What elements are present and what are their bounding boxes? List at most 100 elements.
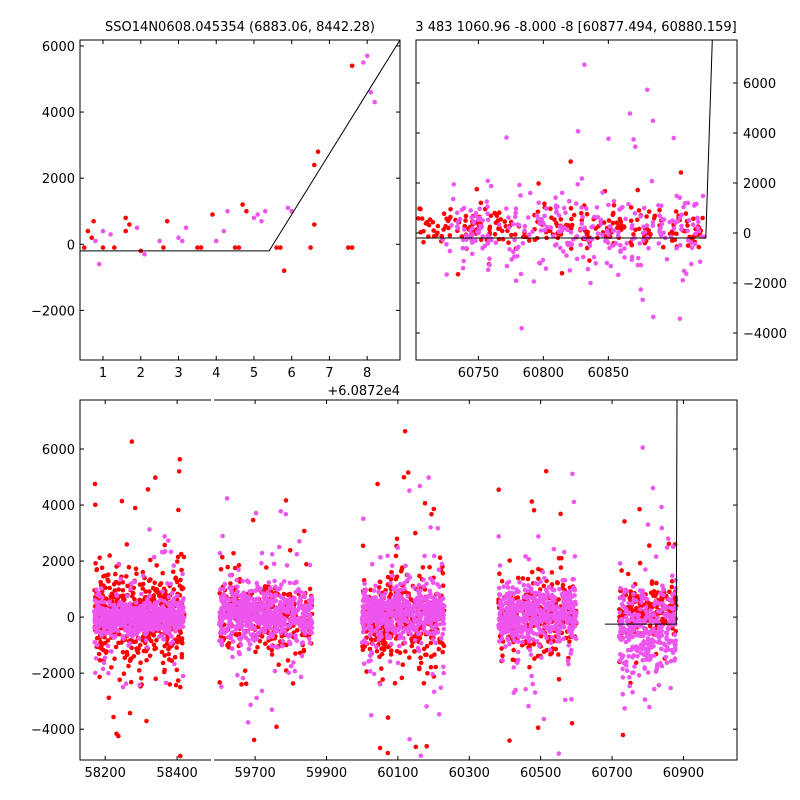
data-point	[439, 636, 444, 641]
data-point	[169, 634, 174, 639]
data-point	[119, 498, 125, 504]
data-point	[531, 279, 537, 284]
data-point	[463, 213, 469, 219]
data-point	[237, 651, 242, 657]
data-point	[97, 674, 102, 680]
data-point	[385, 600, 391, 606]
data-point	[546, 624, 551, 630]
data-point	[439, 611, 445, 617]
data-point	[548, 225, 554, 230]
data-point	[579, 176, 585, 181]
data-point	[230, 639, 236, 644]
data-point	[145, 487, 151, 492]
data-point	[394, 648, 400, 654]
data-point	[274, 618, 280, 623]
data-point	[650, 223, 656, 228]
data-point	[441, 227, 446, 232]
data-point	[631, 137, 636, 142]
data-point	[115, 628, 121, 634]
data-point	[430, 637, 436, 642]
data-point	[611, 202, 617, 208]
data-point	[565, 242, 571, 248]
data-point	[627, 683, 632, 689]
data-point	[532, 237, 538, 242]
data-point	[485, 241, 491, 246]
data-point	[542, 201, 547, 207]
data-point	[120, 617, 125, 623]
data-point	[477, 206, 483, 212]
data-point	[128, 586, 133, 592]
y-tick-label: 4000	[743, 127, 776, 142]
data-point	[259, 603, 265, 609]
data-point	[130, 634, 135, 639]
data-point	[678, 170, 684, 175]
data-point	[219, 609, 225, 615]
data-point	[474, 186, 480, 192]
data-point	[145, 596, 150, 602]
data-point	[637, 506, 642, 512]
data-point	[111, 615, 116, 621]
data-point	[132, 505, 138, 511]
data-point	[120, 588, 126, 593]
data-point	[240, 623, 245, 628]
data-point	[696, 244, 702, 250]
data-point	[388, 580, 393, 586]
data-point	[409, 636, 414, 642]
data-point	[125, 583, 130, 589]
data-point	[175, 593, 180, 599]
data-point	[264, 591, 270, 596]
data-point	[638, 214, 644, 219]
data-point	[510, 610, 516, 616]
data-point	[496, 534, 502, 539]
data-point	[418, 618, 423, 624]
data-point	[230, 654, 235, 660]
data-point	[624, 241, 630, 246]
data-point	[158, 581, 164, 586]
data-point	[537, 590, 542, 595]
data-point	[126, 663, 131, 669]
data-point	[685, 228, 690, 234]
data-point	[526, 703, 531, 709]
data-point	[572, 593, 577, 598]
data-point	[389, 648, 394, 653]
data-point	[253, 603, 259, 609]
data-point	[395, 618, 401, 624]
data-point	[516, 598, 522, 604]
data-point	[478, 200, 484, 206]
data-point	[497, 571, 502, 576]
data-point	[508, 620, 514, 625]
data-point	[266, 635, 272, 640]
data-point	[263, 208, 268, 214]
top-left-title: SSO14N0608.045354 (6883.06, 8442.28)	[105, 20, 375, 35]
data-point	[638, 262, 644, 268]
data-point	[632, 664, 637, 669]
data-point	[439, 233, 445, 239]
data-point	[174, 645, 179, 650]
data-point	[309, 605, 314, 610]
data-point	[431, 689, 437, 695]
data-point	[502, 219, 508, 224]
data-point	[608, 263, 614, 269]
data-point	[696, 228, 702, 234]
data-point	[253, 588, 258, 593]
data-point	[94, 567, 99, 573]
data-point	[691, 216, 696, 222]
data-point	[499, 578, 505, 584]
data-point	[653, 669, 659, 674]
data-point	[171, 563, 177, 568]
data-point	[664, 257, 670, 262]
data-point	[685, 223, 690, 228]
data-point	[312, 162, 317, 168]
data-point	[148, 638, 154, 644]
data-point	[112, 656, 117, 662]
data-point	[293, 651, 298, 656]
data-point	[447, 233, 453, 238]
data-point	[558, 565, 564, 570]
data-point	[254, 596, 259, 602]
data-point	[635, 630, 641, 635]
data-point	[525, 576, 531, 582]
data-point	[165, 607, 171, 613]
data-point	[499, 603, 504, 608]
data-point	[94, 624, 100, 630]
data-point	[633, 660, 639, 666]
